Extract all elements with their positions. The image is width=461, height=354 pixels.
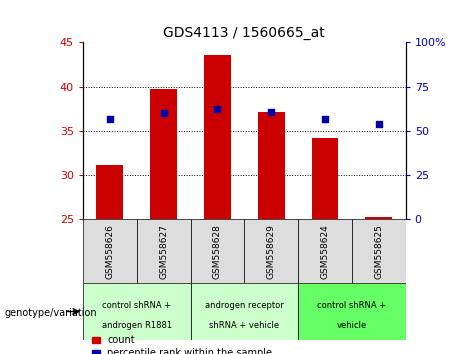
Bar: [83, 219, 137, 283]
Text: control shRNA +: control shRNA +: [317, 301, 386, 310]
Text: shRNA + vehicle: shRNA + vehicle: [209, 321, 279, 330]
Bar: [204, 55, 231, 219]
Text: GSM558628: GSM558628: [213, 224, 222, 279]
Point: [267, 109, 275, 114]
Point: [106, 116, 113, 121]
Text: androgen receptor: androgen receptor: [205, 301, 284, 310]
Point: [375, 121, 383, 127]
Text: GSM558624: GSM558624: [320, 224, 330, 279]
Text: control shRNA +: control shRNA +: [102, 301, 171, 310]
Bar: [258, 112, 284, 219]
Bar: [352, 219, 406, 283]
Bar: [298, 219, 352, 283]
Point: [160, 110, 167, 116]
Bar: [244, 219, 298, 283]
Bar: [137, 219, 190, 283]
Legend: count, percentile rank within the sample: count, percentile rank within the sample: [88, 332, 276, 354]
Bar: [96, 165, 123, 219]
Bar: [150, 89, 177, 219]
Bar: [298, 283, 406, 340]
Bar: [190, 283, 298, 340]
Text: GSM558625: GSM558625: [374, 224, 383, 279]
Text: GSM558626: GSM558626: [106, 224, 114, 279]
Text: genotype/variation: genotype/variation: [5, 308, 97, 318]
Title: GDS4113 / 1560665_at: GDS4113 / 1560665_at: [164, 26, 325, 40]
Bar: [190, 219, 244, 283]
Bar: [365, 217, 392, 219]
Text: GSM558627: GSM558627: [159, 224, 168, 279]
Point: [321, 116, 329, 121]
Bar: [312, 138, 338, 219]
Bar: [83, 283, 190, 340]
Text: GSM558629: GSM558629: [267, 224, 276, 279]
Point: [214, 106, 221, 112]
Text: androgen R1881: androgen R1881: [102, 321, 172, 330]
Text: vehicle: vehicle: [337, 321, 367, 330]
